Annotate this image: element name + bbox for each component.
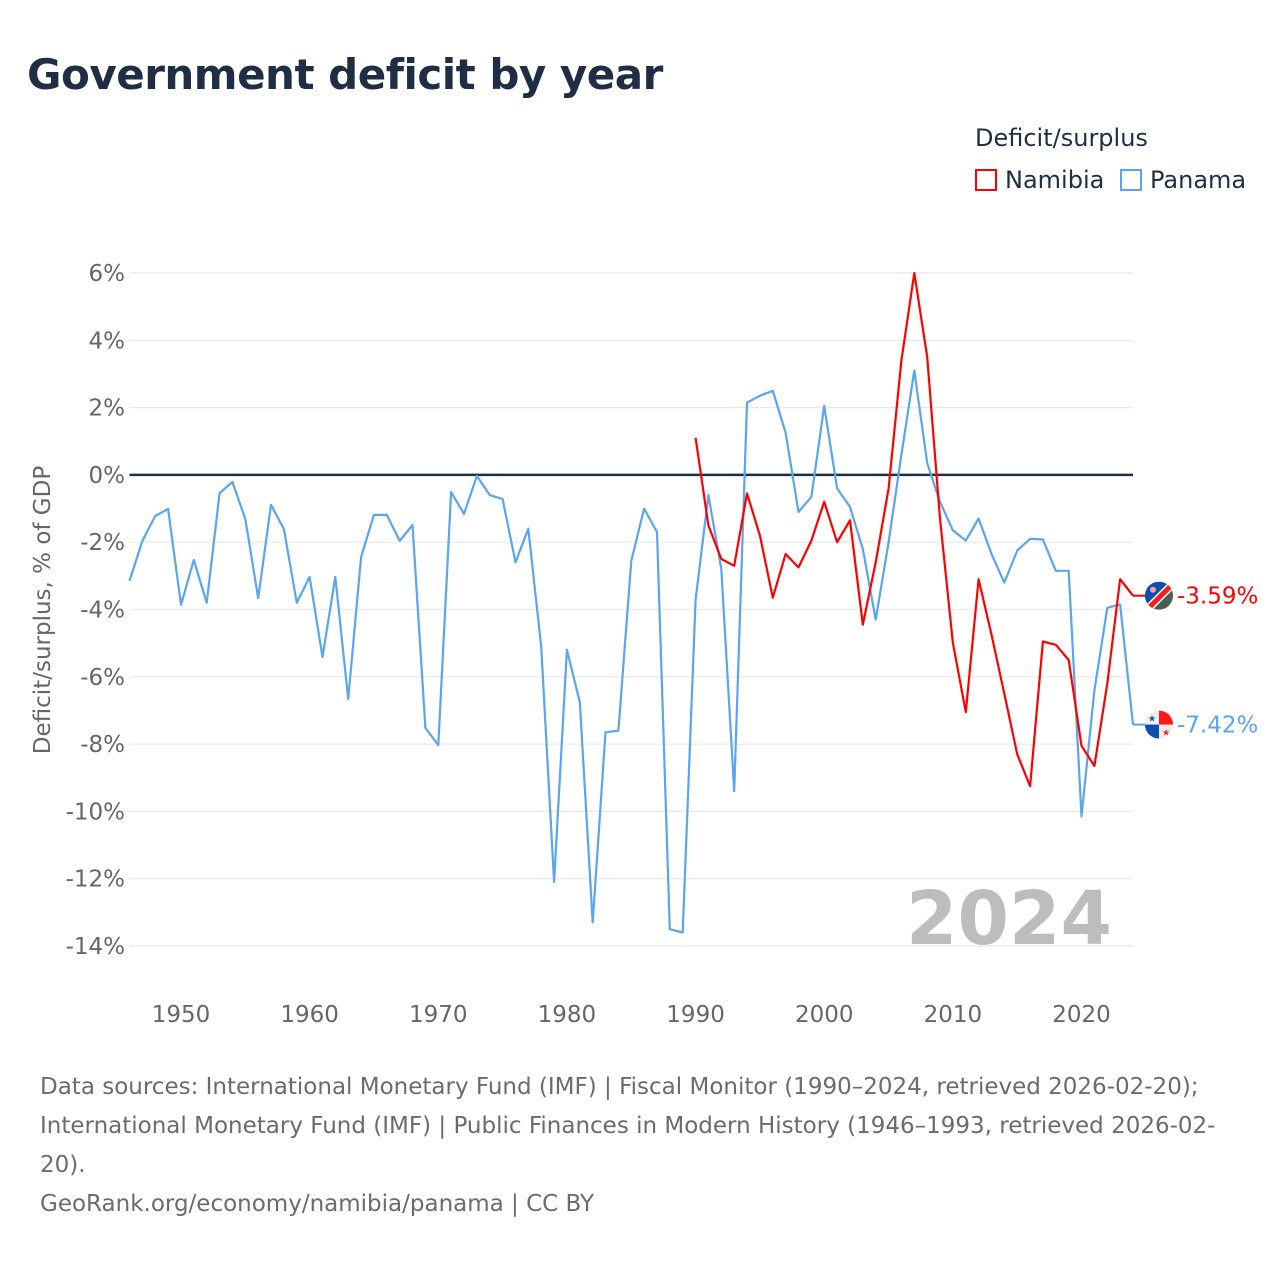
x-tick-label: 2000	[795, 1002, 854, 1028]
end-label-panama: -7.42%	[1177, 713, 1258, 739]
x-tick-label: 2010	[924, 1002, 983, 1028]
x-tick-label: 1980	[538, 1002, 597, 1028]
legend-item-namibia[interactable]: Namibia	[975, 166, 1104, 194]
series-line-namibia	[694, 271, 1134, 788]
attribution[interactable]: GeoRank.org/economy/namibia/panama | CC …	[40, 1191, 595, 1217]
y-tick-label: -6%	[80, 665, 125, 691]
svg-text:★: ★	[1162, 729, 1170, 739]
y-tick-label: -14%	[66, 934, 125, 960]
y-tick-label: -8%	[80, 732, 125, 758]
chart-title: Government deficit by year	[27, 50, 663, 99]
svg-text:★: ★	[1148, 715, 1156, 725]
legend-label: Panama	[1150, 166, 1247, 194]
x-tick-label: 1960	[280, 1002, 339, 1028]
legend-swatch-panama	[1120, 169, 1142, 191]
x-tick-label: 1970	[409, 1002, 468, 1028]
series-line-panama	[128, 369, 1135, 934]
data-sources: Data sources: International Monetary Fun…	[40, 1074, 1216, 1178]
y-tick-label: -12%	[66, 867, 125, 893]
panama-flag-icon: ★★	[1145, 710, 1173, 739]
y-tick-label: 0%	[89, 463, 126, 489]
legend-swatch-namibia	[975, 169, 997, 191]
y-tick-label: -4%	[80, 598, 125, 624]
y-tick-label: 2%	[89, 396, 126, 422]
legend-title: Deficit/surplus	[975, 124, 1148, 152]
legend-item-panama[interactable]: Panama	[1120, 166, 1246, 194]
namibia-flag-icon	[1145, 581, 1173, 610]
y-tick-label: -2%	[80, 530, 125, 556]
x-tick-label: 1990	[666, 1002, 725, 1028]
line-chart: 6% 4% 2% 0% -2% -4% -6% -8% -10% -12% -14% 1950 1960…	[30, 261, 1258, 1028]
x-tick-label: 1950	[152, 1002, 211, 1028]
end-label-namibia: -3.59%	[1177, 584, 1258, 610]
legend-label: Namibia	[1005, 166, 1105, 194]
y-tick-label: -10%	[66, 799, 125, 825]
x-tick-label: 2020	[1052, 1002, 1111, 1028]
y-tick-label: 4%	[89, 328, 126, 354]
y-axis-label: Deficit/surplus, % of GDP	[30, 466, 56, 755]
year-watermark: 2024	[906, 876, 1112, 962]
y-tick-label: 6%	[89, 261, 126, 287]
footer: Data sources: International Monetary Fun…	[40, 1068, 1240, 1224]
